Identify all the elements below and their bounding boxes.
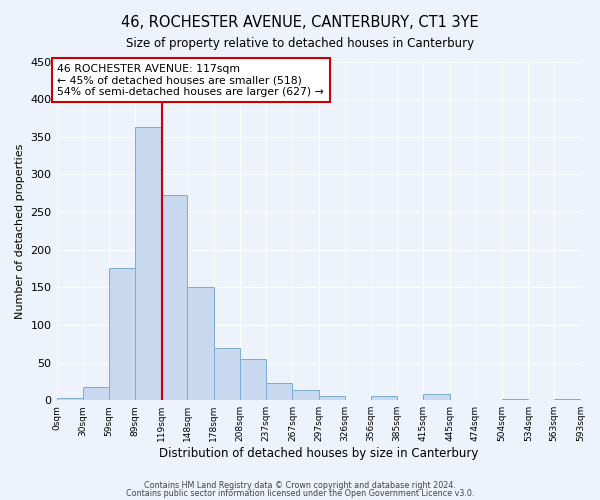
Text: 46 ROCHESTER AVENUE: 117sqm
← 45% of detached houses are smaller (518)
54% of se: 46 ROCHESTER AVENUE: 117sqm ← 45% of det… — [58, 64, 324, 97]
Bar — [187, 288, 214, 400]
Bar — [241, 359, 266, 400]
Text: Contains HM Land Registry data © Crown copyright and database right 2024.: Contains HM Land Registry data © Crown c… — [144, 480, 456, 490]
Bar — [266, 383, 292, 400]
Bar — [161, 196, 187, 400]
Bar — [83, 386, 109, 400]
Bar — [109, 268, 135, 400]
Bar — [371, 396, 397, 400]
Bar — [292, 390, 319, 400]
Bar — [554, 398, 580, 400]
Text: 46, ROCHESTER AVENUE, CANTERBURY, CT1 3YE: 46, ROCHESTER AVENUE, CANTERBURY, CT1 3Y… — [121, 15, 479, 30]
X-axis label: Distribution of detached houses by size in Canterbury: Distribution of detached houses by size … — [159, 447, 478, 460]
Text: Contains public sector information licensed under the Open Government Licence v3: Contains public sector information licen… — [126, 489, 474, 498]
Text: Size of property relative to detached houses in Canterbury: Size of property relative to detached ho… — [126, 38, 474, 51]
Y-axis label: Number of detached properties: Number of detached properties — [15, 143, 25, 318]
Bar — [56, 398, 83, 400]
Bar — [135, 127, 161, 400]
Bar — [423, 394, 450, 400]
Bar — [214, 348, 241, 400]
Bar — [319, 396, 344, 400]
